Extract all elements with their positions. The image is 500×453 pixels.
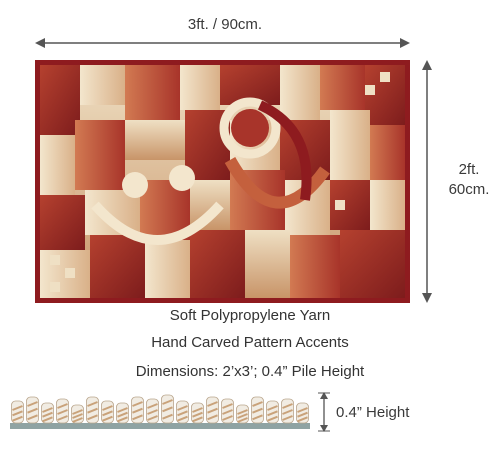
pile-stripe — [132, 414, 143, 421]
pile-stripe — [222, 403, 233, 409]
pile-stripe — [297, 416, 308, 423]
width-dimension-label: 3ft. / 90cm. — [187, 16, 263, 33]
pile-stripe — [267, 405, 278, 411]
pile-stripe — [177, 415, 188, 422]
pile-stripe — [162, 413, 173, 420]
pile-height-label: 0.4” Height — [336, 404, 410, 421]
pile-stripe — [237, 409, 248, 415]
pile-stripe — [237, 417, 248, 423]
pile-stripe — [282, 409, 293, 415]
pile-stripe — [42, 416, 53, 423]
pile-stripe — [132, 407, 143, 414]
pile-stripe — [297, 411, 308, 418]
pile-stripe — [102, 415, 113, 422]
pile-stripe — [102, 405, 113, 411]
feature-carved: Hand Carved Pattern Accents — [151, 334, 349, 351]
pile-stripe — [237, 413, 248, 419]
height-dimension-cm: 60cm. — [448, 181, 490, 198]
pile-stripe — [27, 401, 38, 407]
pile-stripe — [87, 414, 98, 421]
pile-stripe — [282, 415, 293, 421]
pile-stripe — [117, 416, 128, 423]
pile-stripe — [42, 407, 53, 413]
pile-illustration — [10, 394, 310, 429]
pile-stripe — [57, 403, 68, 409]
height-dimension-ft: 2ft. — [458, 161, 480, 178]
pile-stripe — [27, 414, 38, 421]
pile-stripe — [42, 411, 53, 418]
pile-stripe — [192, 411, 203, 418]
pile-stripe — [12, 405, 23, 411]
pile-stripe — [117, 411, 128, 418]
pile-stripe — [12, 410, 23, 417]
pile-stripe — [282, 403, 293, 409]
pile-stripe — [72, 409, 83, 415]
pile-stripe — [117, 407, 128, 413]
height-dimension-label: 2ft. 60cm. — [440, 160, 498, 200]
pile-stripe — [207, 407, 218, 414]
pile-stripe — [27, 407, 38, 414]
pile-stripe — [252, 401, 263, 407]
pile-stripe — [207, 401, 218, 407]
pile-stripe — [192, 416, 203, 423]
pile-stripe — [267, 415, 278, 422]
height-arrow — [422, 60, 432, 303]
pile-stripe — [252, 407, 263, 414]
pile-stripe — [12, 415, 23, 422]
pile-stripe — [207, 414, 218, 421]
pile-stripe — [162, 399, 173, 405]
pile-stripe — [162, 406, 173, 413]
rug-image — [35, 60, 410, 303]
pile-stripe — [72, 417, 83, 423]
pile-stripe — [87, 407, 98, 414]
pile-stripe — [147, 415, 158, 421]
pile-stripe — [102, 410, 113, 417]
pile-stripe — [57, 415, 68, 421]
pile-stripe — [192, 407, 203, 413]
pile-stripe — [72, 413, 83, 419]
pile-stripe — [222, 415, 233, 421]
pile-stripe — [57, 409, 68, 415]
feature-dimensions: Dimensions: 2’x3’; 0.4” Pile Height — [135, 363, 365, 380]
pile-stripe — [267, 410, 278, 417]
pile-stripe — [87, 401, 98, 407]
pile-stripe — [132, 401, 143, 407]
pile-stripe — [222, 409, 233, 415]
pile-stripe — [147, 409, 158, 415]
width-arrow — [35, 38, 410, 48]
pile-stripe — [252, 414, 263, 421]
feature-yarn: Soft Polypropylene Yarn — [169, 307, 331, 324]
pile-stripe — [297, 407, 308, 413]
pile-stripe — [177, 410, 188, 417]
pile-stripe — [177, 405, 188, 411]
pile-height-arrow — [318, 392, 330, 432]
pile-stripe — [147, 403, 158, 409]
